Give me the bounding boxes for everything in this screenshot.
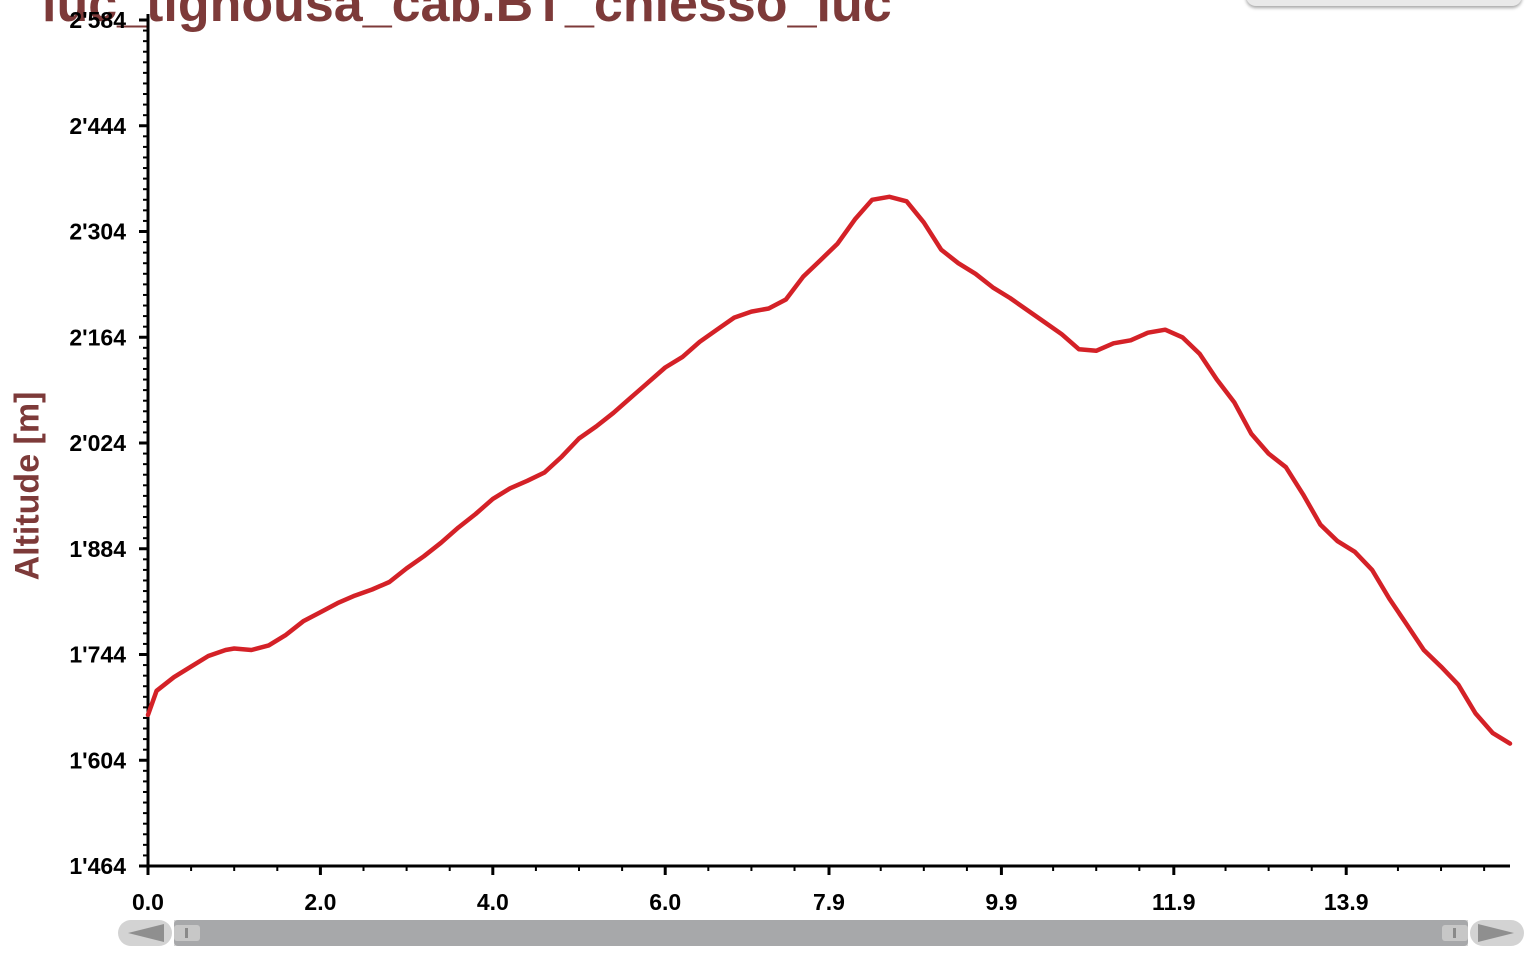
scroll-right-button[interactable] xyxy=(1470,920,1524,946)
x-tick-label: 13.9 xyxy=(1324,889,1369,915)
y-tick-label: 1'884 xyxy=(69,536,126,562)
x-tick-label: 9.9 xyxy=(985,889,1017,915)
series-layer xyxy=(145,194,1513,746)
y-tick-label: 2'024 xyxy=(69,430,126,456)
y-axis-ticks: 1'464 1'604 1'744 1'884 2'024 2'164 2'304 2'444… xyxy=(69,7,148,879)
x-tick-label: 7.9 xyxy=(813,889,845,915)
arrow-left-icon xyxy=(128,924,164,942)
y-tick-label: 1'744 xyxy=(69,642,126,668)
x-tick-label: 2.0 xyxy=(304,889,336,915)
x-tick-label: 6.0 xyxy=(649,889,681,915)
arrow-right-icon xyxy=(1478,924,1514,942)
x-axis-ticks: 0.0 2.0 4.0 6.0 7.9 9.9 11.9 13.9 xyxy=(132,866,1486,915)
altitude-series-line xyxy=(145,194,1513,746)
thumb-left-grip-icon[interactable] xyxy=(174,925,200,941)
y-tick-label: 2'304 xyxy=(69,219,126,245)
y-tick-label: 1'464 xyxy=(69,853,126,879)
y-tick-label: 2'444 xyxy=(69,113,126,139)
horizontal-scrollbar[interactable] xyxy=(118,918,1524,948)
panel-tab[interactable] xyxy=(1246,0,1522,6)
y-tick-label: 2'584 xyxy=(69,7,126,33)
chart-title: luc_tignousa_cab.BT_chiesso_luc xyxy=(42,0,892,33)
scroll-thumb[interactable] xyxy=(174,920,1468,946)
scroll-track[interactable] xyxy=(174,920,1468,946)
scroll-left-button[interactable] xyxy=(118,920,172,946)
thumb-right-grip-icon[interactable] xyxy=(1442,925,1468,941)
x-tick-label: 11.9 xyxy=(1152,889,1196,915)
y-tick-label: 1'604 xyxy=(69,747,126,773)
y-tick-label: 2'164 xyxy=(69,324,126,350)
x-tick-label: 0.0 xyxy=(132,889,164,915)
x-tick-label: 4.0 xyxy=(477,889,509,915)
